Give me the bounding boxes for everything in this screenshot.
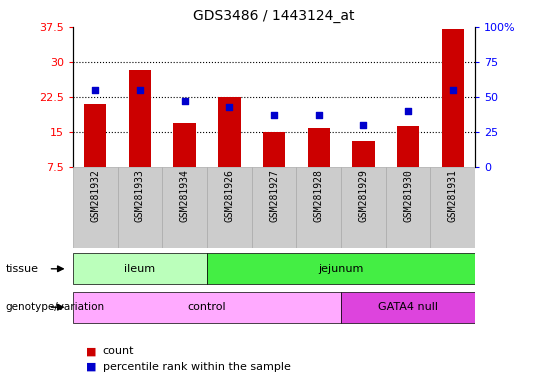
Text: GSM281934: GSM281934 [180, 169, 190, 222]
Text: ■: ■ [86, 346, 100, 356]
Text: count: count [103, 346, 134, 356]
Text: GSM281928: GSM281928 [314, 169, 324, 222]
Bar [296, 167, 341, 248]
Bar [73, 253, 207, 284]
Point [225, 104, 234, 110]
Point [180, 98, 189, 104]
Bar [386, 167, 430, 248]
Bar [218, 97, 240, 167]
Bar [73, 167, 118, 248]
Bar [207, 167, 252, 248]
Text: jejunum: jejunum [319, 264, 364, 274]
Point [449, 87, 457, 93]
Text: ileum: ileum [124, 264, 156, 274]
Point [269, 112, 279, 118]
Bar [341, 167, 386, 248]
Text: GSM281931: GSM281931 [448, 169, 458, 222]
Bar [308, 128, 330, 167]
Text: GSM281927: GSM281927 [269, 169, 279, 222]
Text: control: control [188, 302, 226, 312]
Text: GSM281929: GSM281929 [359, 169, 368, 222]
Text: GATA4 null: GATA4 null [378, 302, 438, 312]
Bar [397, 126, 420, 167]
Bar [442, 29, 464, 167]
Bar [163, 167, 207, 248]
Bar [252, 167, 296, 248]
Bar [207, 253, 475, 284]
Point [136, 87, 144, 93]
Text: GSM281930: GSM281930 [403, 169, 413, 222]
Title: GDS3486 / 1443124_at: GDS3486 / 1443124_at [193, 9, 355, 23]
Text: GSM281933: GSM281933 [135, 169, 145, 222]
Bar [352, 141, 375, 167]
Bar [84, 104, 106, 167]
Point [314, 112, 323, 118]
Bar [129, 70, 151, 167]
Text: percentile rank within the sample: percentile rank within the sample [103, 362, 291, 372]
Text: tissue: tissue [5, 264, 38, 274]
Point [359, 122, 368, 128]
Text: genotype/variation: genotype/variation [5, 302, 105, 312]
Point [404, 108, 413, 114]
Bar [263, 132, 285, 167]
Bar [173, 122, 196, 167]
Bar [73, 292, 341, 323]
Bar [341, 292, 475, 323]
Text: GSM281932: GSM281932 [90, 169, 100, 222]
Text: ■: ■ [86, 362, 100, 372]
Bar [430, 167, 475, 248]
Text: GSM281926: GSM281926 [224, 169, 234, 222]
Bar [118, 167, 163, 248]
Point [91, 87, 99, 93]
